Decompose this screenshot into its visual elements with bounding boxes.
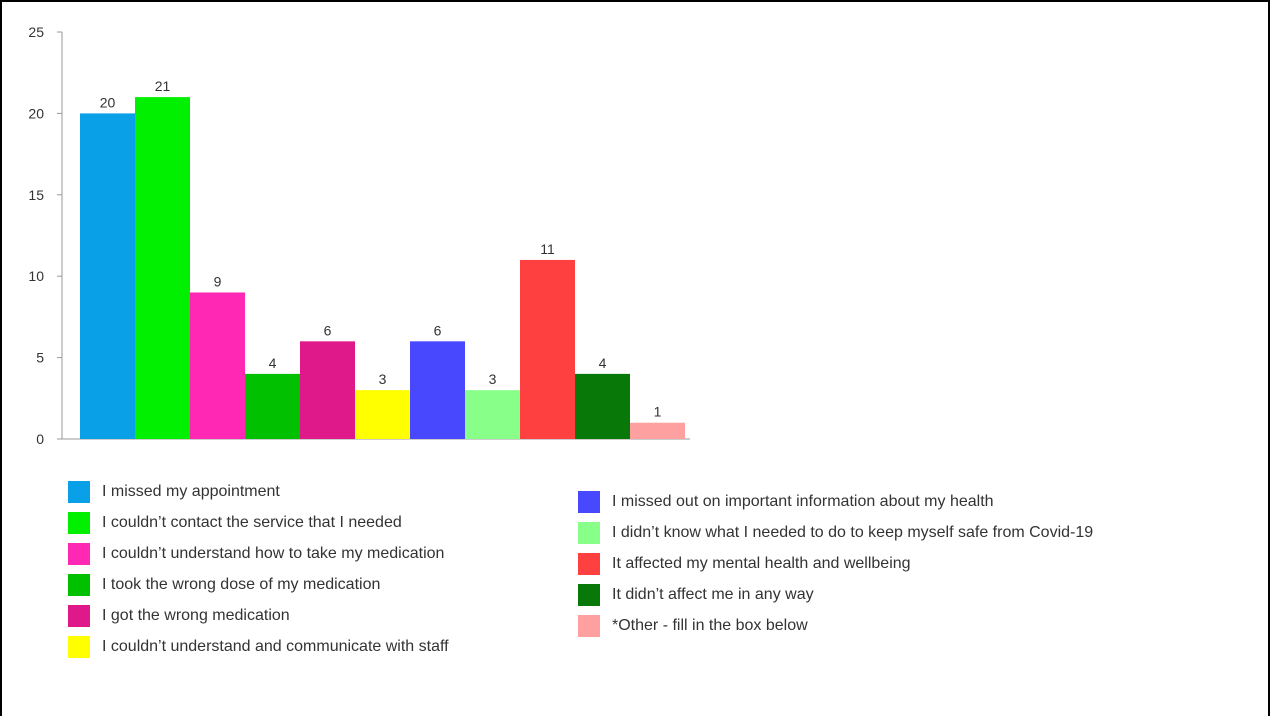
bar-chart: 0 5 10 15 20 25 20 21 9 4 6 3 6 3 11 4 1 <box>28 24 690 447</box>
legend-swatch <box>68 542 90 565</box>
legend-item[interactable]: It affected my mental health and wellbei… <box>578 548 1093 579</box>
legend-item[interactable]: I took the wrong dose of my medication <box>68 569 449 600</box>
bar[interactable] <box>410 341 465 439</box>
y-tick-label: 15 <box>28 187 44 203</box>
bar[interactable] <box>520 259 575 439</box>
legend-item[interactable]: I couldn’t contact the service that I ne… <box>68 507 449 538</box>
legend-swatch <box>578 521 600 544</box>
data-label: 3 <box>379 371 387 387</box>
legend-label: *Other - fill in the box below <box>612 616 808 634</box>
legend-item[interactable]: I missed out on important information ab… <box>578 486 1093 517</box>
legend-column-right: I missed out on important information ab… <box>578 486 1093 641</box>
bar[interactable] <box>575 373 630 439</box>
data-label: 20 <box>100 94 116 110</box>
y-tick-label: 5 <box>36 350 44 366</box>
data-label: 4 <box>599 355 607 371</box>
legend-label: It affected my mental health and wellbei… <box>612 554 911 572</box>
legend-item[interactable]: It didn’t affect me in any way <box>578 579 1093 610</box>
legend-label: I missed my appointment <box>102 482 280 500</box>
data-label: 9 <box>214 273 222 289</box>
bar[interactable] <box>80 113 135 440</box>
data-label: 3 <box>489 371 497 387</box>
legend-label: I couldn’t understand how to take my med… <box>102 544 445 562</box>
data-label: 1 <box>654 404 662 420</box>
legend-item[interactable]: I didn’t know what I needed to do to kee… <box>578 517 1093 548</box>
legend-label: I got the wrong medication <box>102 606 290 624</box>
bar[interactable] <box>135 97 190 440</box>
legend-item[interactable]: *Other - fill in the box below <box>578 610 1093 641</box>
data-label: 4 <box>269 355 277 371</box>
data-label: 21 <box>155 78 171 94</box>
legend-label: I couldn’t understand and communicate wi… <box>102 637 449 655</box>
legend-swatch <box>68 604 90 627</box>
bar[interactable] <box>465 390 520 439</box>
bar[interactable] <box>190 292 245 439</box>
legend-swatch <box>68 511 90 534</box>
data-labels: 20 21 9 4 6 3 6 3 11 4 1 <box>100 78 662 420</box>
data-label: 6 <box>434 322 442 338</box>
legend-label: I didn’t know what I needed to do to kee… <box>612 523 1094 541</box>
legend-item[interactable]: I got the wrong medication <box>68 600 449 631</box>
legend-swatch <box>68 480 90 503</box>
y-tick-label: 0 <box>36 431 44 447</box>
bars <box>80 97 685 440</box>
y-tick-label: 25 <box>28 24 44 40</box>
y-tick-label: 10 <box>28 268 44 284</box>
legend-label: It didn’t affect me in any way <box>612 585 814 603</box>
legend-swatch <box>578 552 600 575</box>
legend-item[interactable]: I couldn’t understand how to take my med… <box>68 538 449 569</box>
legend-swatch <box>578 583 600 606</box>
data-label: 11 <box>540 241 555 257</box>
legend-swatch <box>68 635 90 658</box>
bar[interactable] <box>355 390 410 439</box>
legend-label: I missed out on important information ab… <box>612 492 994 510</box>
legend-swatch <box>578 614 600 637</box>
bar[interactable] <box>245 373 300 439</box>
legend-item[interactable]: I couldn’t understand and communicate wi… <box>68 631 449 662</box>
legend-item[interactable]: I missed my appointment <box>68 476 449 507</box>
legend-label: I couldn’t contact the service that I ne… <box>102 513 402 531</box>
data-label: 6 <box>324 322 332 338</box>
y-axis-ticks: 0 5 10 15 20 25 <box>28 24 62 447</box>
bar[interactable] <box>300 341 355 439</box>
legend-swatch <box>68 573 90 596</box>
legend-label: I took the wrong dose of my medication <box>102 575 381 593</box>
legend-swatch <box>578 490 600 513</box>
legend-column-left: I missed my appointment I couldn’t contac… <box>68 476 449 662</box>
bar[interactable] <box>630 422 685 439</box>
y-tick-label: 20 <box>28 105 44 121</box>
